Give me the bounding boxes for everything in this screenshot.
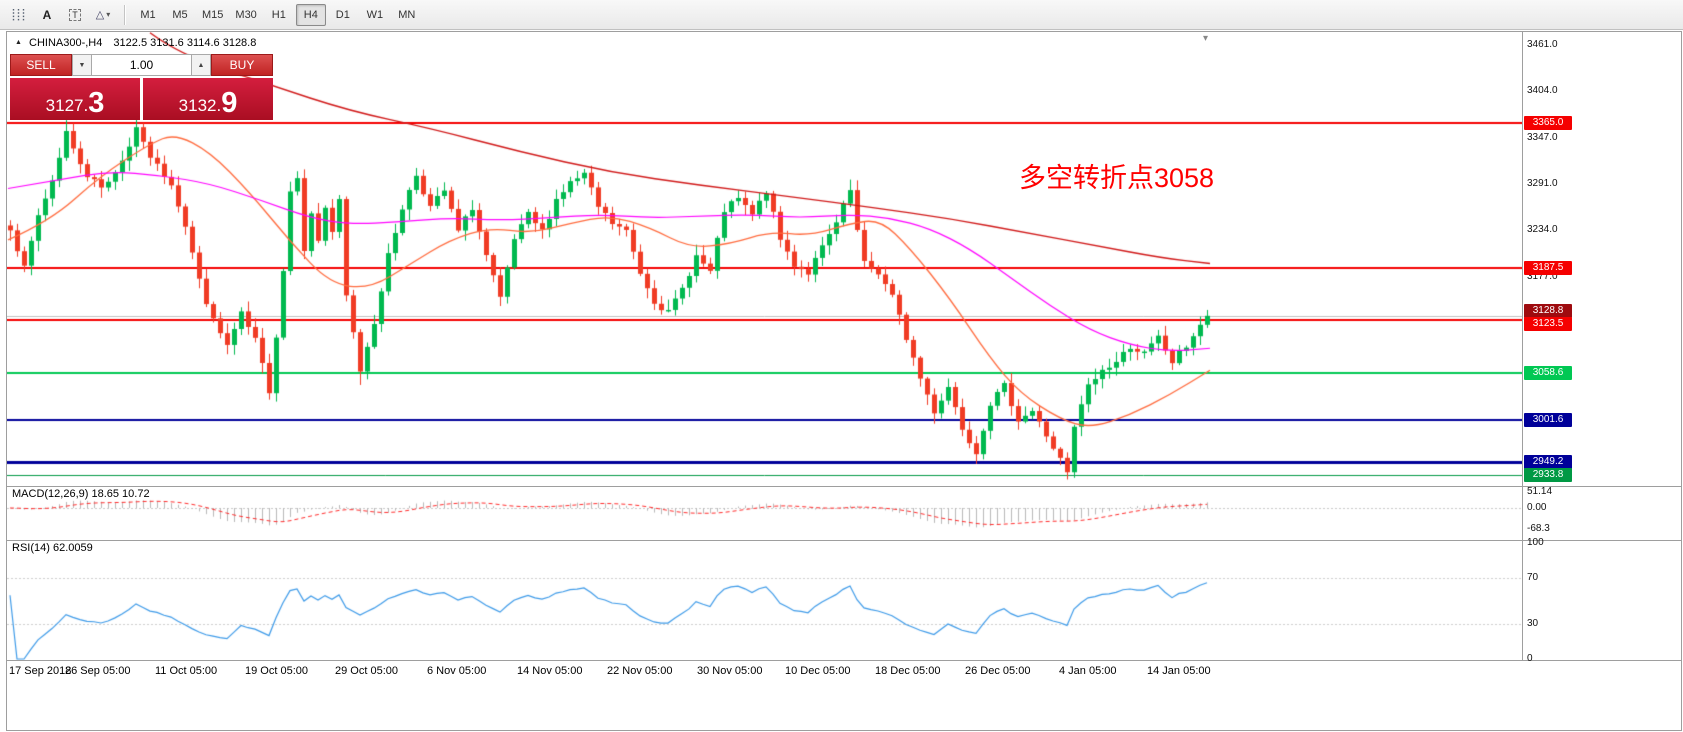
timeframe-mn[interactable]: MN bbox=[392, 4, 422, 26]
rsi-axis-label: 0 bbox=[1527, 653, 1533, 664]
timeframe-group: M1 M5 M15 M30 H1 H4 D1 W1 MN bbox=[132, 3, 423, 26]
toolbar: A T △ ▾ M1 M5 M15 M30 H1 H4 D1 W1 MN bbox=[0, 0, 1683, 30]
timeframe-m5[interactable]: M5 bbox=[165, 4, 195, 26]
text-label-icon: T bbox=[69, 8, 81, 21]
text-tool-button[interactable]: A bbox=[34, 4, 60, 26]
price-axis-label: 3234.0 bbox=[1527, 224, 1558, 236]
price-axis-label: 3177.0 bbox=[1527, 270, 1558, 282]
time-axis-label: 26 Sep 05:00 bbox=[65, 665, 131, 677]
text-tool-icon: A bbox=[42, 7, 52, 22]
timeframe-m15[interactable]: M15 bbox=[197, 4, 228, 26]
line-studies-icon[interactable] bbox=[6, 4, 32, 26]
text-label-tool-button[interactable]: T bbox=[62, 4, 88, 26]
rsi-axis-label: 30 bbox=[1527, 618, 1539, 630]
time-axis-label: 14 Nov 05:00 bbox=[517, 665, 583, 677]
time-axis-label: 6 Nov 05:00 bbox=[427, 665, 487, 677]
time-axis-separator bbox=[7, 660, 1681, 661]
price-level-label: 3123.5 bbox=[1524, 317, 1572, 332]
timeframe-m1[interactable]: M1 bbox=[133, 4, 163, 26]
chart-annotation-text: 多空转折点3058 bbox=[1019, 163, 1215, 193]
price-level-label: 2949.2 bbox=[1524, 455, 1572, 470]
sell-button[interactable]: SELL bbox=[10, 54, 72, 76]
timeframe-d1[interactable]: D1 bbox=[328, 4, 358, 26]
buy-button[interactable]: BUY bbox=[211, 54, 273, 76]
volume-increase-button[interactable]: ▲ bbox=[191, 54, 211, 76]
time-axis-label: 30 Nov 05:00 bbox=[697, 665, 763, 677]
time-axis-label: 10 Dec 05:00 bbox=[785, 665, 851, 677]
timeframe-w1[interactable]: W1 bbox=[360, 4, 390, 26]
time-axis-label: 14 Jan 05:00 bbox=[1147, 665, 1211, 677]
price-level-label: 3058.6 bbox=[1524, 366, 1572, 381]
time-axis-label: 11 Oct 05:00 bbox=[155, 665, 218, 677]
price-level-label: 3365.0 bbox=[1524, 116, 1572, 131]
time-axis-label: 17 Sep 2018 bbox=[9, 665, 72, 677]
volume-input[interactable] bbox=[92, 54, 191, 76]
shapes-icon: △ bbox=[95, 9, 105, 21]
price-axis-label: 3404.0 bbox=[1527, 85, 1558, 97]
price-axis-label: 3461.0 bbox=[1527, 39, 1558, 50]
time-axis-label: 26 Dec 05:00 bbox=[965, 665, 1031, 677]
trade-controls-row: SELL ▼ ▲ BUY bbox=[10, 54, 273, 76]
time-axis-label: 29 Oct 05:00 bbox=[335, 665, 398, 677]
buy-price-main: 3132. bbox=[178, 96, 222, 115]
rsi-axis-label: 70 bbox=[1527, 571, 1539, 583]
symbol-period-label: CHINA300-,H4 bbox=[29, 37, 103, 49]
price-level-label: 3187.5 bbox=[1524, 260, 1572, 275]
price-axis-label: 3347.0 bbox=[1527, 131, 1558, 143]
buy-price-display[interactable]: 3132. 9 bbox=[143, 78, 273, 120]
price-chart-canvas[interactable] bbox=[7, 32, 1522, 660]
time-axis-label: 4 Jan 05:00 bbox=[1059, 665, 1117, 677]
chart-title: ▲ CHINA300-,H4 3122.5 3131.6 3114.6 3128… bbox=[15, 37, 256, 49]
time-axis-label: 19 Oct 05:00 bbox=[245, 665, 308, 677]
macd-indicator-label: MACD(12,26,9) 18.65 10.72 bbox=[12, 488, 150, 500]
buy-price-big-digit: 9 bbox=[221, 86, 238, 119]
ohlc-readout: 3122.5 3131.6 3114.6 3128.8 bbox=[113, 37, 257, 49]
price-level-label: 2933.8 bbox=[1524, 467, 1572, 482]
bid-ask-display-row: 3127. 3 3132. 9 bbox=[10, 78, 273, 120]
one-click-trade-panel: SELL ▼ ▲ BUY 3127. 3 3132. 9 bbox=[10, 54, 273, 120]
scroll-position-marker-icon[interactable]: ▾ bbox=[1203, 33, 1209, 44]
price-axis-label: 3291.0 bbox=[1527, 177, 1558, 189]
macd-panel-separator[interactable] bbox=[7, 486, 1681, 487]
price-level-label: 3001.6 bbox=[1524, 412, 1572, 427]
price-scale-separator bbox=[1522, 32, 1523, 660]
timeframe-h4[interactable]: H4 bbox=[295, 3, 326, 26]
macd-axis-label: 51.14 bbox=[1527, 486, 1553, 497]
rsi-panel-separator[interactable] bbox=[7, 540, 1681, 541]
price-level-label: 3128.8 bbox=[1524, 303, 1572, 318]
macd-axis-label: -68.3 bbox=[1527, 523, 1550, 535]
rsi-axis-label: 100 bbox=[1527, 537, 1544, 548]
timeframe-h1[interactable]: H1 bbox=[264, 4, 294, 26]
sell-price-big-digit: 3 bbox=[88, 86, 105, 119]
volume-dropdown-button[interactable]: ▼ bbox=[72, 54, 92, 76]
toolbar-separator bbox=[124, 4, 125, 25]
rsi-indicator-label: RSI(14) 62.0059 bbox=[12, 542, 93, 554]
timeframe-m30[interactable]: M30 bbox=[230, 4, 261, 26]
chevron-down-icon: ▾ bbox=[106, 10, 111, 19]
sell-price-display[interactable]: 3127. 3 bbox=[10, 78, 140, 120]
chart-marker-icon: ▲ bbox=[15, 39, 22, 46]
sell-price-main: 3127. bbox=[45, 96, 89, 115]
dotted-lines-glyph bbox=[12, 8, 25, 21]
time-axis-label: 18 Dec 05:00 bbox=[875, 665, 941, 677]
macd-axis-label: 0.00 bbox=[1527, 502, 1547, 513]
shapes-dropdown-button[interactable]: △ ▾ bbox=[90, 4, 116, 26]
time-axis-label: 22 Nov 05:00 bbox=[607, 665, 673, 677]
chart-window: ▲ CHINA300-,H4 3122.5 3131.6 3114.6 3128… bbox=[6, 31, 1682, 731]
